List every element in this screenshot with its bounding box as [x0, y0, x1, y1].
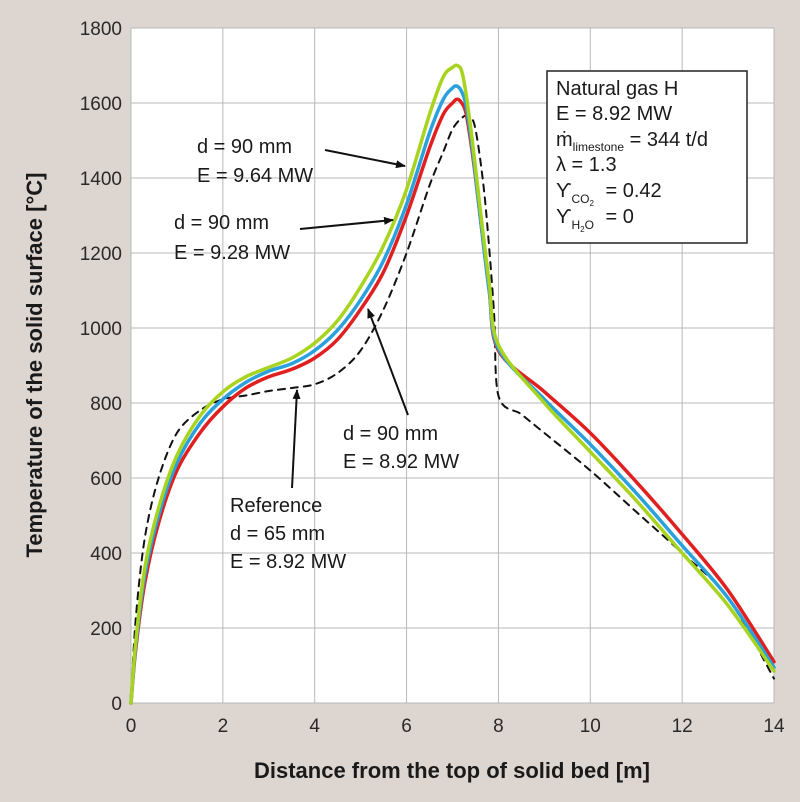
- y-tick-label: 600: [90, 469, 122, 490]
- annotation-green-line2: E = 9.64 MW: [197, 165, 313, 187]
- y-tick-label: 1200: [80, 244, 122, 265]
- x-tick-label: 4: [309, 716, 320, 737]
- series-lines: [129, 63, 776, 705]
- annotation-reference-arrow: [291, 389, 301, 489]
- x-axis-label: Distance from the top of solid bed [m]: [254, 758, 650, 783]
- info-box: Natural gas H E = 8.92 MW ṁlimestone = 3…: [546, 70, 748, 244]
- annotation-red: d = 90 mm E = 8.92 MW: [343, 308, 459, 473]
- y-tick-label: 200: [90, 619, 122, 640]
- y-tick-label: 800: [90, 394, 122, 415]
- annotation-green-arrow: [324, 149, 406, 169]
- y-tick-label: 1600: [80, 94, 122, 115]
- x-tick-label: 8: [493, 716, 504, 737]
- info-line-co2: ϒCO2 = 0.42: [556, 180, 662, 208]
- y-axis-label: Temperature of the solid surface [°C]: [22, 173, 47, 558]
- info-line-lambda: λ = 1.3: [556, 154, 617, 176]
- y-tick-label: 1000: [80, 319, 122, 340]
- annotation-reference-line3: E = 8.92 MW: [230, 551, 346, 573]
- annotation-green-line1: d = 90 mm: [197, 136, 292, 158]
- series-line-2: [129, 84, 776, 705]
- annotation-red-line2: E = 8.92 MW: [343, 451, 459, 473]
- annotation-reference-line2: d = 65 mm: [230, 523, 325, 545]
- annotation-reference: Reference d = 65 mm E = 8.92 MW: [230, 389, 346, 573]
- tick-labels: 0 2 4 6 8 10 12 14 0 200 400 600 800 1000 1200 1400 1600…: [80, 19, 785, 737]
- y-tick-label: 400: [90, 544, 122, 565]
- y-tick-label: 0: [111, 694, 122, 715]
- x-tick-label: 0: [126, 716, 137, 737]
- x-tick-label: 10: [580, 716, 601, 737]
- series-line-3: [129, 63, 776, 705]
- info-line-fuel: Natural gas H: [556, 78, 678, 100]
- annotation-red-line1: d = 90 mm: [343, 423, 438, 445]
- series-line-0: [130, 114, 775, 704]
- x-tick-label: 2: [218, 716, 229, 737]
- annotation-blue: d = 90 mm E = 9.28 MW: [174, 212, 394, 264]
- info-line-energy: E = 8.92 MW: [556, 103, 672, 125]
- annotation-reference-line1: Reference: [230, 495, 322, 517]
- info-line-mdot: ṁlimestone = 344 t/d: [556, 129, 708, 154]
- series-line-1: [129, 97, 776, 705]
- annotation-blue-line1: d = 90 mm: [174, 212, 269, 234]
- grid: [130, 27, 775, 704]
- x-tick-label: 12: [672, 716, 693, 737]
- info-line-h2o: ϒH2O = 0: [556, 206, 634, 234]
- x-tick-label: 6: [401, 716, 412, 737]
- x-tick-label: 14: [763, 716, 785, 737]
- y-tick-label: 1800: [80, 19, 122, 40]
- annotation-green: d = 90 mm E = 9.64 MW: [197, 136, 406, 187]
- annotation-blue-line2: E = 9.28 MW: [174, 242, 290, 264]
- y-tick-label: 1400: [80, 169, 122, 190]
- annotation-red-arrow: [367, 308, 409, 416]
- annotation-blue-arrow: [299, 216, 394, 230]
